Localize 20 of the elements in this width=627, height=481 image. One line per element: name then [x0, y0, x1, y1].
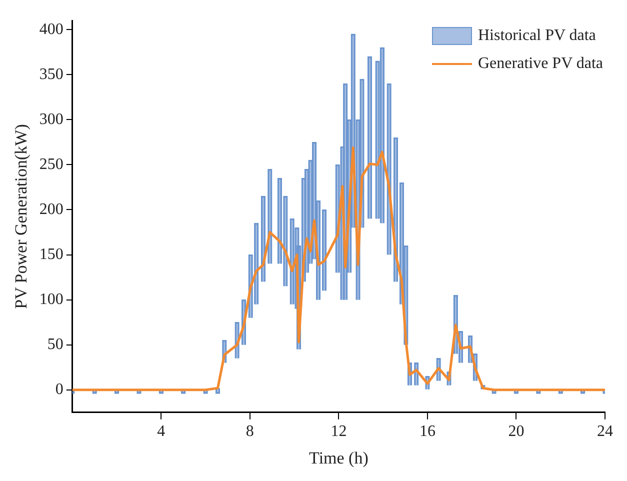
legend-label: Generative PV data: [478, 55, 603, 73]
x-tick-label: 16: [419, 423, 436, 440]
bar: [367, 56, 372, 219]
y-tick-label: 0: [55, 381, 64, 398]
y-tick-label: 400: [39, 20, 64, 38]
x-tick-label: 8: [246, 423, 254, 440]
legend-label: Historical PV data: [478, 27, 596, 45]
y-tick-label: 250: [39, 156, 64, 173]
x-tick-label: 24: [597, 423, 613, 440]
x-tick-label: 12: [330, 423, 347, 440]
y-tick-label: 50: [47, 336, 64, 354]
y-tick-label: 100: [39, 291, 64, 308]
y-axis-title: PV Power Generation(kW): [12, 124, 31, 309]
y-tick-label: 300: [39, 110, 64, 128]
x-tick-label: 4: [157, 423, 166, 440]
y-tick-label: 150: [39, 246, 64, 263]
y-tick-label: 200: [39, 200, 64, 218]
x-tick-label: 20: [508, 423, 524, 440]
x-axis-title: Time (h): [309, 448, 368, 468]
y-tick-label: 350: [39, 66, 64, 83]
